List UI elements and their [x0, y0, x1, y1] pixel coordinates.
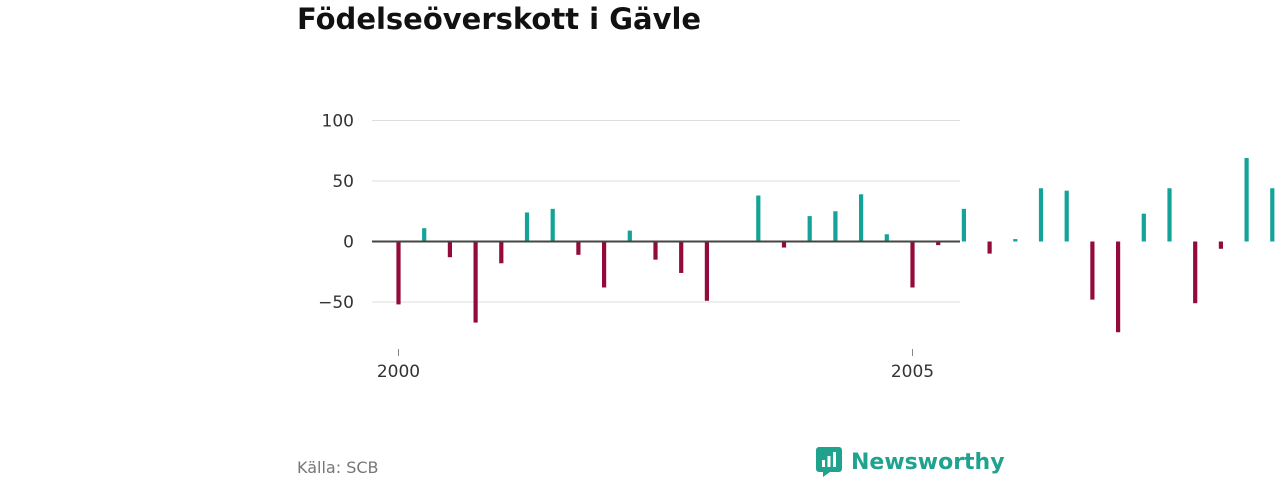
y-tick-label: −50 [318, 293, 354, 313]
gridlines [372, 120, 960, 303]
bar [961, 208, 966, 242]
bar [1218, 241, 1223, 249]
source-label: Källa: SCB [297, 458, 379, 477]
bar [1193, 241, 1198, 304]
bar [602, 241, 607, 288]
y-tick-label: 100 [322, 112, 354, 132]
bar [1141, 213, 1146, 242]
y-axis-ticks: 100 50 0 −50 [318, 112, 354, 314]
x-axis-ticks: 200020052010201520202025 [377, 349, 934, 382]
bar [524, 212, 530, 242]
x-tick-label: 2000 [377, 362, 420, 382]
bar [884, 234, 889, 242]
bar [576, 241, 581, 255]
chart-title: Födelseöverskott i Gävle [297, 2, 702, 36]
bar [627, 230, 632, 242]
bar [473, 241, 478, 323]
bar [1270, 188, 1275, 242]
brand-name: Newsworthy [851, 449, 1005, 475]
bar [910, 241, 915, 288]
bar [781, 241, 787, 248]
bar [550, 208, 555, 242]
bar [936, 241, 941, 246]
bar [1038, 188, 1044, 242]
bar [422, 228, 427, 242]
bar [447, 241, 452, 258]
bar [499, 241, 504, 264]
bar [859, 194, 864, 242]
bar [679, 241, 684, 273]
newsworthy-brand[interactable]: Newsworthy [816, 447, 1005, 477]
x-tick-label: 2005 [891, 362, 934, 382]
bar [396, 241, 401, 305]
bar [1064, 190, 1069, 242]
bar [1244, 158, 1249, 242]
bars [396, 158, 1275, 333]
bar [756, 195, 761, 242]
bar [1116, 241, 1121, 333]
y-tick-label: 0 [343, 233, 354, 253]
y-tick-label: 50 [332, 172, 354, 192]
bar [1167, 188, 1172, 242]
bar [987, 241, 992, 254]
bar [704, 241, 709, 301]
bar [1013, 239, 1018, 242]
bar [833, 211, 838, 242]
newsworthy-logo-icon [816, 447, 842, 477]
bar [807, 216, 812, 242]
bar [1090, 241, 1095, 300]
bar [653, 241, 658, 260]
